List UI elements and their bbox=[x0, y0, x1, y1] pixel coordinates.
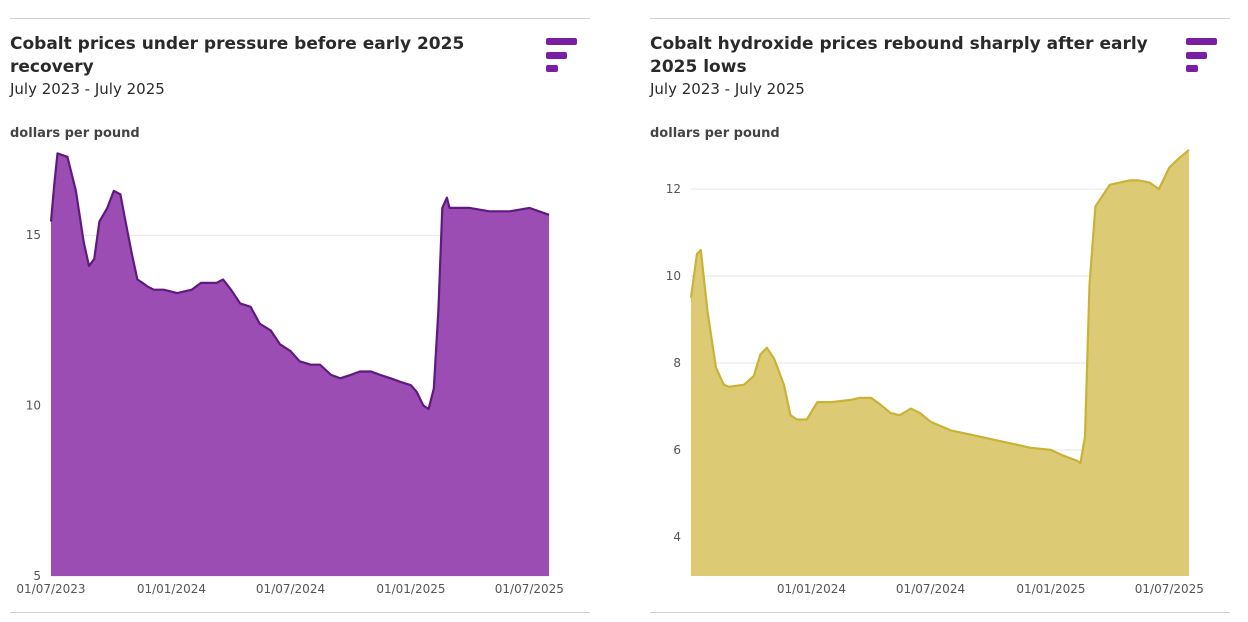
x-tick-label: 01/07/2024 bbox=[256, 582, 325, 596]
chart-title: Cobalt hydroxide prices rebound sharply … bbox=[650, 34, 1148, 77]
y-tick-label: 15 bbox=[26, 228, 41, 242]
y-tick-label: 4 bbox=[673, 530, 681, 544]
x-tick-label: 01/07/2025 bbox=[1135, 582, 1204, 596]
top-divider bbox=[10, 18, 590, 19]
chart-subtitle: July 2023 - July 2025 bbox=[650, 80, 805, 98]
chart-panel-cobalt-hydroxide: Cobalt hydroxide prices rebound sharply … bbox=[650, 0, 1230, 622]
cobalt-price-chart: 5 10 15 01/07/2023 01/01/2024 01/07/2024 01/01… bbox=[16, 152, 564, 596]
x-tick-label: 01/01/2024 bbox=[137, 582, 206, 596]
bars-logo-icon bbox=[546, 38, 578, 74]
y-tick-label: 12 bbox=[666, 182, 681, 196]
x-tick-label: 01/01/2025 bbox=[1016, 582, 1085, 596]
y-tick-label: 6 bbox=[673, 443, 681, 457]
x-tick-label: 01/01/2025 bbox=[376, 582, 445, 596]
bars-logo-icon bbox=[1186, 38, 1218, 74]
series-area bbox=[51, 153, 549, 576]
x-tick-label: 01/07/2025 bbox=[495, 582, 564, 596]
bottom-divider bbox=[650, 612, 1230, 613]
y-tick-label: 10 bbox=[666, 269, 681, 283]
chart-subtitle: July 2023 - July 2025 bbox=[10, 80, 165, 98]
series-line bbox=[49, 152, 550, 411]
series-area bbox=[691, 150, 1189, 576]
unit-label: dollars per pound bbox=[650, 126, 780, 141]
chart-title: Cobalt prices under pressure before earl… bbox=[10, 34, 465, 77]
x-tick-label: 01/07/2023 bbox=[16, 582, 85, 596]
cobalt-hydroxide-price-chart: 4 6 8 10 12 01/01/2024 01/07/2024 01/01/2025 01/… bbox=[666, 149, 1204, 596]
x-tick-label: 01/07/2024 bbox=[896, 582, 965, 596]
unit-label: dollars per pound bbox=[10, 126, 140, 141]
series-line bbox=[689, 149, 1190, 465]
x-tick-label: 01/01/2024 bbox=[777, 582, 846, 596]
bottom-divider bbox=[10, 612, 590, 613]
top-divider bbox=[650, 18, 1230, 19]
y-tick-label: 8 bbox=[673, 356, 681, 370]
y-tick-label: 5 bbox=[33, 569, 41, 583]
y-tick-label: 10 bbox=[26, 399, 41, 413]
chart-panel-cobalt: Cobalt prices under pressure before earl… bbox=[10, 0, 590, 622]
